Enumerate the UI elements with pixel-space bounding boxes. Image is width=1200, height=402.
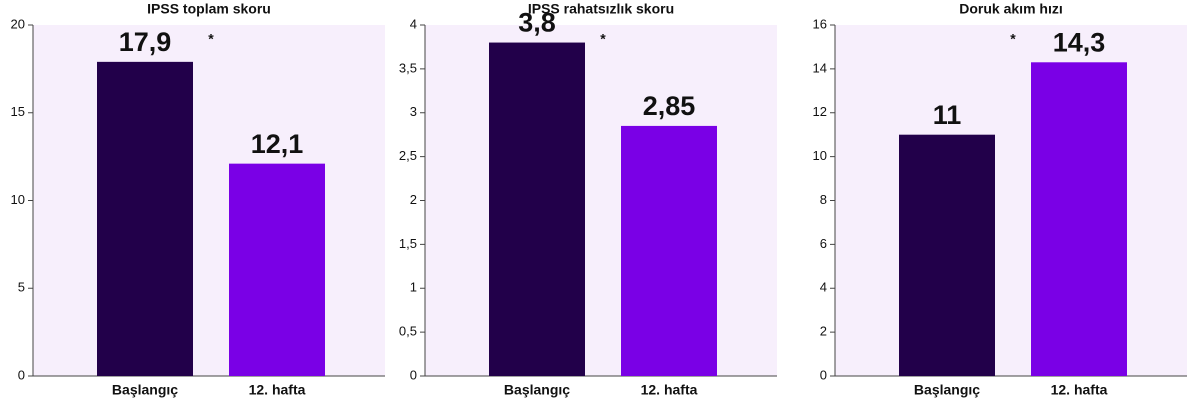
bar: [229, 163, 325, 376]
y-tick-label: 16: [813, 16, 827, 31]
y-tick-label: 10: [11, 192, 25, 207]
y-tick-label: 20: [11, 16, 25, 31]
y-tick-label: 2,5: [399, 148, 417, 163]
value-label: 17,9: [119, 27, 172, 57]
y-tick-label: 0: [410, 367, 417, 382]
plot-background: [33, 25, 385, 376]
value-label: 2,85: [643, 91, 696, 121]
value-label: 12,1: [251, 129, 304, 159]
x-tick-label: 12. hafta: [1051, 382, 1108, 398]
plot-background: [835, 25, 1187, 376]
bar: [899, 134, 995, 376]
significance-marker: *: [1010, 31, 1016, 47]
y-tick-label: 0: [820, 367, 827, 382]
plot-background: [425, 25, 777, 376]
y-tick-label: 6: [820, 236, 827, 251]
y-tick-label: 0,5: [399, 324, 417, 339]
y-tick-label: 12: [813, 104, 827, 119]
significance-marker: *: [208, 31, 214, 47]
y-tick-label: 10: [813, 148, 827, 163]
value-label: 3,8: [518, 8, 556, 38]
x-tick-label: Başlangıç: [914, 382, 980, 398]
chart-title: IPSS rahatsızlık skoru: [528, 1, 674, 17]
x-tick-label: 12. hafta: [249, 382, 306, 398]
x-tick-label: Başlangıç: [112, 382, 178, 398]
y-tick-label: 0: [18, 367, 25, 382]
chart-title: Doruk akım hızı: [959, 1, 1062, 17]
y-tick-label: 4: [820, 280, 827, 295]
bar: [97, 61, 193, 376]
y-tick-label: 5: [18, 280, 25, 295]
bar: [489, 42, 585, 377]
significance-marker: *: [600, 31, 606, 47]
y-tick-label: 2: [820, 324, 827, 339]
y-tick-label: 8: [820, 192, 827, 207]
x-tick-label: 12. hafta: [641, 382, 698, 398]
y-tick-label: 3: [410, 104, 417, 119]
bar: [621, 125, 717, 376]
chart-title: IPSS toplam skoru: [147, 1, 271, 17]
y-tick-label: 2: [410, 192, 417, 207]
x-tick-label: Başlangıç: [504, 382, 570, 398]
value-label: 11: [933, 100, 962, 130]
y-tick-label: 3,5: [399, 60, 417, 75]
y-tick-label: 15: [11, 104, 25, 119]
y-tick-label: 4: [410, 16, 417, 31]
y-tick-label: 1,5: [399, 236, 417, 251]
value-label: 14,3: [1053, 27, 1106, 57]
y-tick-label: 14: [813, 60, 827, 75]
y-tick-label: 1: [410, 280, 417, 295]
bar: [1031, 62, 1127, 376]
